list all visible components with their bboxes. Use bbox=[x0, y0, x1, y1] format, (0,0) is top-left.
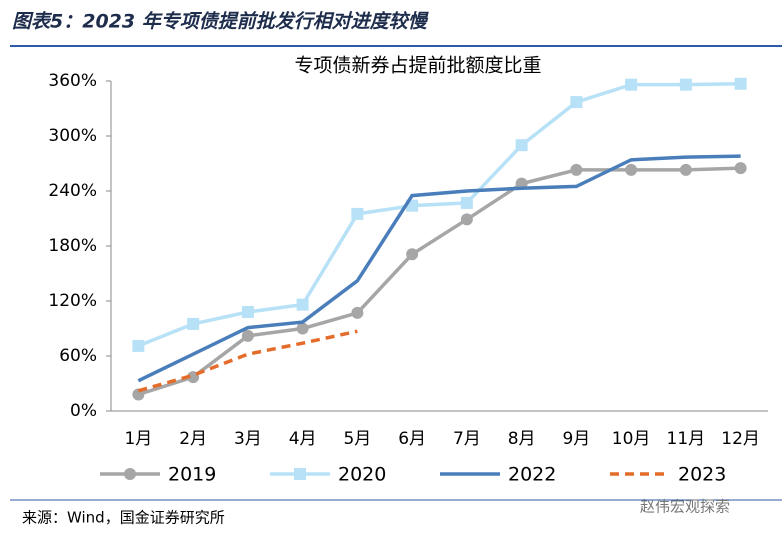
series-marker bbox=[296, 298, 309, 311]
page-title: 图表5：2023 年专项债提前批发行相对进度较慢 bbox=[12, 11, 430, 33]
series-marker bbox=[679, 78, 692, 91]
y-tick-label: 60% bbox=[59, 346, 97, 366]
series-marker bbox=[241, 329, 254, 342]
series-marker bbox=[460, 213, 473, 226]
series-marker bbox=[570, 163, 583, 176]
series-marker bbox=[132, 339, 145, 352]
series-marker bbox=[351, 207, 364, 220]
watermark: 赵伟宏观探索 bbox=[640, 498, 730, 516]
x-tick-label: 7月 bbox=[453, 429, 481, 449]
x-tick-label: 9月 bbox=[562, 429, 590, 449]
legend-label: 2020 bbox=[338, 464, 386, 486]
legend-label: 2023 bbox=[678, 464, 726, 486]
series-marker bbox=[351, 306, 364, 319]
x-tick-label: 4月 bbox=[289, 429, 317, 449]
x-tick-label: 11月 bbox=[667, 429, 706, 449]
y-tick-label: 120% bbox=[48, 291, 97, 311]
x-tick-label: 10月 bbox=[612, 429, 651, 449]
y-tick-label: 180% bbox=[48, 236, 97, 256]
y-tick-label: 360% bbox=[48, 71, 97, 91]
series-line bbox=[137, 154, 741, 383]
y-tick-label: 300% bbox=[48, 126, 97, 146]
x-tick-label: 5月 bbox=[343, 429, 371, 449]
source: 来源：Wind，国金证券研究所 bbox=[22, 509, 225, 527]
series-marker bbox=[625, 78, 638, 91]
series-line bbox=[137, 166, 741, 397]
series-marker bbox=[241, 306, 254, 318]
series-marker bbox=[406, 248, 419, 261]
x-tick-label: 12月 bbox=[721, 429, 760, 449]
series-marker bbox=[679, 163, 692, 176]
series-line bbox=[137, 82, 741, 348]
series-marker bbox=[296, 322, 309, 335]
series-line bbox=[137, 329, 358, 393]
x-tick-label: 6月 bbox=[398, 429, 426, 449]
legend-label: 2019 bbox=[168, 464, 216, 486]
series-marker bbox=[734, 162, 747, 175]
legend-marker bbox=[124, 468, 136, 480]
series-marker bbox=[625, 163, 638, 176]
x-tick-label: 8月 bbox=[508, 429, 536, 449]
x-tick-label: 1月 bbox=[124, 429, 152, 449]
legend-label: 2022 bbox=[508, 464, 556, 486]
series-marker bbox=[734, 77, 747, 90]
x-tick-label: 2月 bbox=[179, 429, 207, 449]
y-tick-label: 0% bbox=[70, 401, 97, 421]
series-marker bbox=[460, 196, 473, 209]
legend-marker bbox=[294, 468, 306, 480]
series-marker bbox=[570, 96, 583, 109]
series-marker bbox=[187, 317, 200, 330]
y-tick-label: 240% bbox=[48, 181, 97, 201]
x-tick-label: 3月 bbox=[234, 429, 262, 449]
chart-title: 专项债新券占提前批额度比重 bbox=[294, 55, 541, 77]
series-marker bbox=[515, 139, 528, 152]
